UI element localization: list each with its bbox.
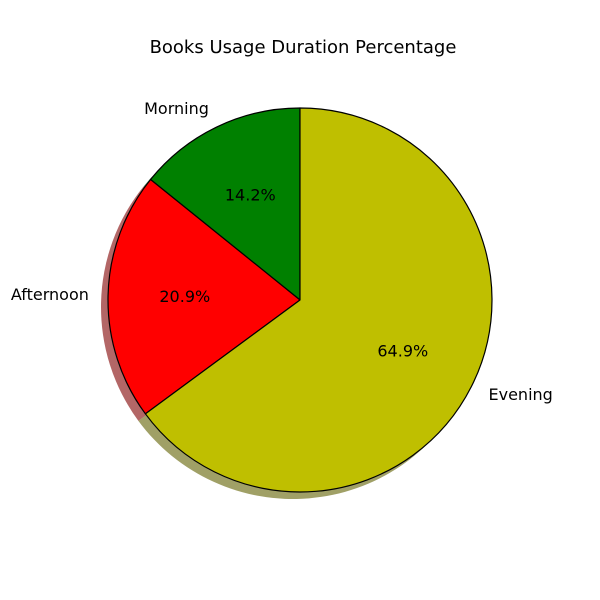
pie-slice-evening bbox=[144, 107, 493, 493]
pie-slice-afternoon bbox=[107, 178, 301, 415]
slice-percent-evening: 64.9% bbox=[377, 342, 428, 361]
slice-label-afternoon: Afternoon bbox=[11, 285, 89, 304]
slice-percent-afternoon: 20.9% bbox=[159, 287, 210, 306]
slice-label-evening: Evening bbox=[489, 385, 553, 404]
slice-label-morning: Morning bbox=[144, 99, 209, 118]
pie-slices-group bbox=[107, 107, 493, 493]
pie-slice-morning bbox=[149, 107, 301, 301]
slice-percent-morning: 14.2% bbox=[225, 186, 276, 205]
chart-title: Books Usage Duration Percentage bbox=[150, 37, 457, 58]
pie-labels-group: Morning 14.2% Afternoon 20.9% Evening 64.9% bbox=[11, 99, 553, 404]
